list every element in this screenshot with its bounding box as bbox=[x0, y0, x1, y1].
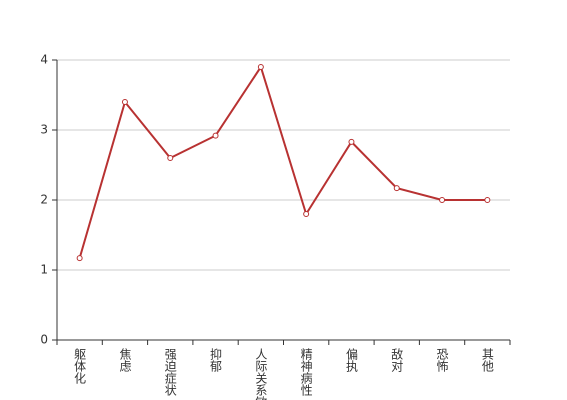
y-tick-label: 2 bbox=[40, 193, 48, 207]
marker bbox=[348, 138, 355, 145]
x-tick-label: 偏执 bbox=[344, 347, 358, 373]
marker bbox=[167, 155, 174, 161]
x-tick-label: 敌对 bbox=[390, 347, 404, 372]
x-tick-label: 人际关系敏感 bbox=[254, 348, 268, 400]
x-tick-label: 恐怖 bbox=[435, 348, 449, 372]
line bbox=[78, 64, 488, 259]
x-tick-label: 精神病性 bbox=[299, 348, 313, 397]
y-tick-label: 0 bbox=[40, 333, 48, 347]
x-tick-label: 躯体化 bbox=[73, 347, 87, 385]
marker bbox=[439, 197, 446, 203]
y-tick-label: 4 bbox=[40, 53, 48, 67]
marker bbox=[303, 211, 310, 217]
x-tick-label: 焦虑 bbox=[118, 348, 132, 372]
y-tick-label: 3 bbox=[40, 123, 48, 137]
y-tick-label: 1 bbox=[40, 263, 48, 277]
marker bbox=[393, 185, 400, 192]
x-tick-label: 抑郁 bbox=[209, 347, 223, 373]
marker bbox=[76, 255, 83, 262]
marker bbox=[212, 132, 219, 139]
x-tick-label: 强迫症状 bbox=[163, 348, 177, 396]
x-tick-label: 其他 bbox=[480, 348, 494, 372]
marker bbox=[484, 197, 491, 203]
marker bbox=[121, 99, 128, 105]
marker bbox=[257, 64, 264, 70]
